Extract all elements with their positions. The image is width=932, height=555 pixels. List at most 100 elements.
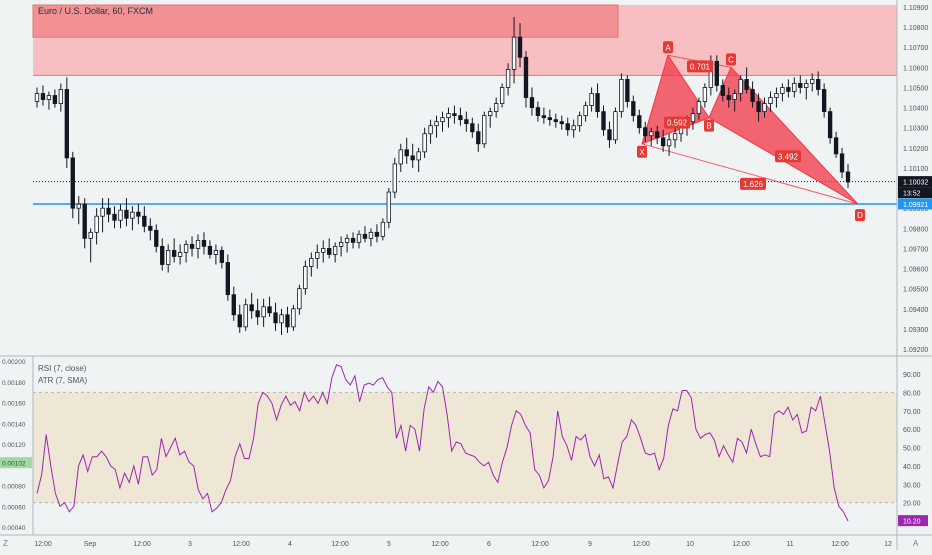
candle[interactable] [267,296,272,317]
candle[interactable] [88,228,93,263]
candle[interactable] [744,67,749,94]
pattern-point-b[interactable]: B [704,119,714,132]
candle[interactable] [148,218,153,241]
candle[interactable] [482,111,487,148]
candle[interactable] [315,244,320,269]
candle[interactable] [338,236,344,257]
candle[interactable] [696,97,702,120]
candle[interactable] [261,298,266,327]
candle[interactable] [410,143,415,168]
candle[interactable] [583,101,588,122]
pattern-ratio-label[interactable]: 3.492 [775,150,801,163]
candle[interactable] [625,75,630,108]
candle[interactable] [422,127,427,158]
candle[interactable] [231,286,236,321]
candle[interactable] [816,71,821,96]
candle[interactable] [243,298,248,331]
candle[interactable] [655,125,660,144]
candle[interactable] [637,109,642,134]
candle[interactable] [613,107,618,144]
candle[interactable] [52,89,58,108]
candle[interactable] [565,117,570,136]
candle[interactable] [303,260,308,295]
price-label-level[interactable]: 1.09921 [898,198,932,210]
candle[interactable] [297,284,302,315]
candle[interactable] [476,123,481,152]
pattern-ratio-label[interactable]: 0.592 [664,116,690,129]
candle[interactable] [666,133,672,156]
candle[interactable] [547,109,553,126]
candle[interactable] [166,244,171,273]
candle[interactable] [416,147,421,172]
candle[interactable] [106,198,111,223]
candle[interactable] [428,119,433,144]
candle[interactable] [321,240,326,263]
candle[interactable] [404,137,409,164]
candle[interactable] [356,230,362,249]
candle[interactable] [82,198,87,249]
candle[interactable] [768,91,773,112]
legend-rsi[interactable]: RSI (7, close) [38,364,87,373]
candle[interactable] [595,83,600,118]
candle[interactable] [786,79,791,98]
candle[interactable] [154,224,159,253]
candle[interactable] [649,127,654,146]
candle[interactable] [804,79,809,100]
candle[interactable] [643,121,648,142]
atr-current-label[interactable]: 0.00102 [0,457,32,469]
candle[interactable] [523,51,529,108]
pattern-ratio-label[interactable]: 0.701 [687,60,713,73]
candle[interactable] [285,306,290,333]
candle[interactable] [350,232,356,249]
candle[interactable] [577,111,582,132]
candle[interactable] [440,111,445,132]
pattern-point-x[interactable]: X [637,145,647,158]
candle[interactable] [213,244,219,265]
candle[interactable] [446,107,451,128]
candle[interactable] [112,206,117,229]
candle[interactable] [714,55,719,92]
price-label-last[interactable]: 1.10032 [898,176,932,188]
candle[interactable] [40,85,46,106]
candle[interactable] [589,87,594,112]
candle[interactable] [249,292,254,319]
candle[interactable] [529,87,535,116]
candle[interactable] [434,115,439,138]
candle[interactable] [464,111,469,132]
candle[interactable] [46,91,52,110]
candle[interactable] [810,73,815,92]
candle[interactable] [511,17,517,84]
bottom-right-label[interactable]: A [913,539,919,548]
candle[interactable] [160,238,165,271]
candle[interactable] [219,246,225,269]
candle[interactable] [58,83,64,112]
candle[interactable] [255,298,260,325]
candle[interactable] [94,208,99,245]
candle[interactable] [225,254,230,301]
candle[interactable] [309,252,314,277]
candle[interactable] [380,218,386,241]
price-label-countdown[interactable]: 13:52 [898,187,932,199]
candle[interactable] [672,127,678,148]
candle[interactable] [601,105,606,136]
candle[interactable] [142,206,147,233]
candle[interactable] [762,97,767,118]
candle[interactable] [845,163,851,189]
candle[interactable] [237,304,242,333]
candle[interactable] [738,75,743,102]
candle[interactable] [470,117,475,138]
candle[interactable] [183,240,189,263]
bottom-left-label[interactable]: Z [3,539,8,548]
candle[interactable] [100,198,105,233]
candle[interactable] [458,107,463,126]
candle[interactable] [332,242,338,263]
candle[interactable] [702,83,708,108]
candle[interactable] [750,81,755,108]
candle[interactable] [374,224,380,243]
pattern-point-a[interactable]: A [663,41,673,54]
candle[interactable] [76,196,81,225]
candle[interactable] [792,77,797,98]
candle[interactable] [821,83,827,118]
